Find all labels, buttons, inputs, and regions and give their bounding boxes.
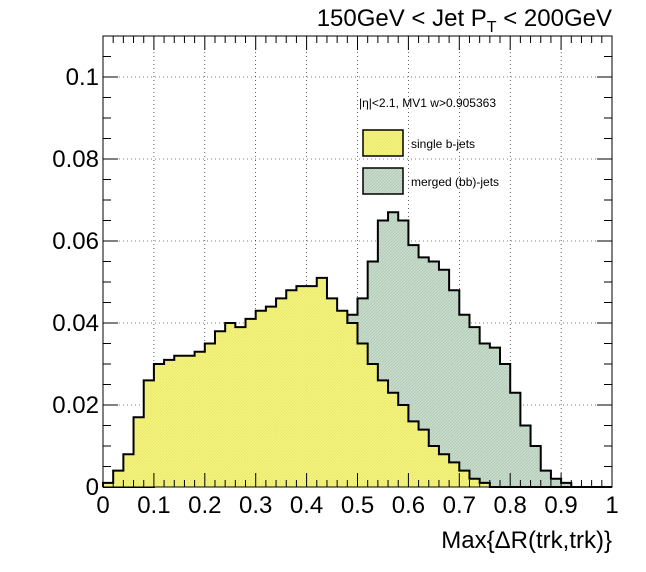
histogram-bin — [113, 470, 124, 487]
x-tick-label: 0.3 — [239, 492, 272, 519]
histogram-bin — [408, 245, 419, 487]
x-tick-label: 1 — [605, 492, 618, 519]
x-tick-label: 0.4 — [290, 492, 323, 519]
y-tick-label: 0.1 — [66, 64, 99, 91]
histogram-bin — [306, 286, 318, 487]
histogram-bin — [286, 290, 297, 487]
histogram-bin — [174, 355, 185, 487]
histogram-bin — [418, 429, 430, 487]
histogram-bin — [388, 212, 399, 488]
histogram-bin — [377, 220, 389, 487]
histogram-bin — [408, 421, 419, 487]
x-tick-label: 0.6 — [392, 492, 425, 519]
histogram-bin — [123, 454, 134, 487]
histogram-bin — [296, 286, 307, 487]
histogram-bin — [530, 446, 542, 487]
histogram-bin — [184, 355, 195, 487]
histogram-bin — [245, 318, 256, 487]
histogram-bin — [500, 364, 511, 487]
histogram-bin — [347, 323, 358, 487]
histogram-bin — [561, 482, 572, 487]
histogram-bin — [540, 470, 552, 487]
histogram-bin — [449, 462, 460, 487]
x-axis-label: Max{ΔR(trk,trk)} — [441, 527, 612, 554]
histogram-bin — [438, 454, 450, 487]
y-tick-label: 0.02 — [52, 392, 99, 419]
axis-ticks — [102, 35, 613, 488]
x-tick-label: 0.5 — [341, 492, 374, 519]
x-tick-label: 0.9 — [544, 492, 577, 519]
histogram-bin — [398, 405, 409, 487]
y-tick-label: 0.04 — [52, 310, 99, 337]
legend-label-merged: merged (bb)-jets — [411, 175, 499, 189]
histogram-bin — [377, 380, 389, 487]
histogram-bin — [225, 323, 236, 487]
histogram-bin — [388, 392, 399, 487]
histogram-bin — [489, 347, 501, 487]
histogram-bin — [510, 392, 521, 487]
histogram-bin — [520, 425, 531, 487]
histogram-bin — [103, 482, 114, 487]
series-single — [102, 276, 612, 488]
histogram-bin — [367, 364, 379, 487]
legend-swatch-merged — [362, 167, 404, 195]
histogram-bin — [459, 314, 470, 487]
histogram-bin — [337, 310, 348, 487]
x-tick-label: 0.8 — [494, 492, 527, 519]
histogram-bin — [428, 261, 440, 487]
histogram-bin — [550, 478, 562, 487]
histogram-bin — [469, 327, 480, 487]
histogram-bin — [326, 298, 338, 487]
histogram-bin — [235, 327, 246, 487]
histogram-bin — [194, 351, 206, 487]
x-tick-label: 0 — [96, 492, 109, 519]
x-tick-label: 0.2 — [188, 492, 221, 519]
histogram-bin — [164, 359, 175, 487]
x-tick-label: 0.1 — [137, 492, 170, 519]
histogram-bin — [418, 257, 430, 487]
histogram-bin — [449, 290, 460, 487]
histogram-bin — [357, 343, 368, 487]
legend-label-single: single b-jets — [411, 137, 475, 151]
histogram-bin — [133, 417, 145, 487]
legend: single b-jets merged (bb)-jets — [362, 129, 499, 195]
tick-labels: 0 0.1 0.2 0.3 0.4 0.5 0.6 0.7 0.8 0.9 1 0 0.02 0.04 0.… — [52, 64, 618, 519]
cut-annotation: |η|<2.1, MV1 w>0.905363 — [359, 96, 496, 110]
histogram-bin — [214, 331, 226, 487]
histogram-bin — [276, 298, 287, 487]
y-tick-label: 0.06 — [52, 228, 99, 255]
histogram-bin — [469, 478, 480, 487]
y-tick-label: 0 — [86, 474, 99, 501]
legend-swatch-single — [362, 129, 404, 157]
series-layer — [102, 211, 612, 488]
histogram-bin — [428, 446, 440, 487]
histogram-bin — [398, 220, 409, 487]
histogram-bin — [143, 380, 155, 487]
histogram-bin — [153, 364, 165, 487]
histogram-bin — [265, 306, 277, 487]
x-tick-label: 0.7 — [443, 492, 476, 519]
histogram-bin — [438, 269, 450, 487]
chart-title: 150GeV < Jet PT < 200GeV — [317, 5, 612, 36]
histogram-bin — [459, 470, 470, 487]
histogram-bin — [316, 277, 328, 487]
histogram-bin — [255, 310, 267, 487]
histogram-bin — [479, 343, 491, 487]
histogram-bin — [479, 482, 491, 487]
histogram-bin — [204, 343, 216, 487]
y-tick-label: 0.08 — [52, 146, 99, 173]
